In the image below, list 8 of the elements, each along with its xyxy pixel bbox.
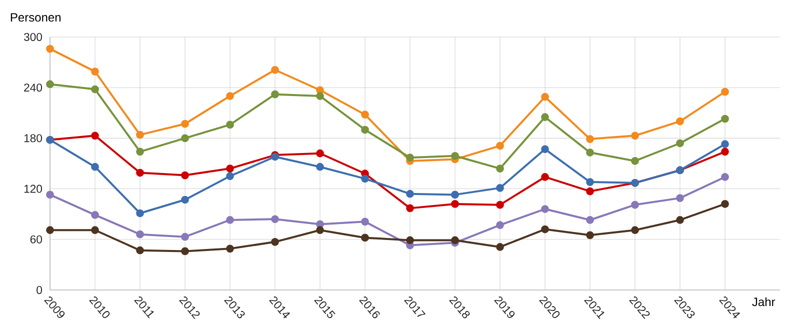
y-tick-label: 180 xyxy=(24,134,42,142)
y-tick-label: 60 xyxy=(30,235,42,244)
y-tick-label: 120 xyxy=(24,184,42,193)
y-tick-label: 300 xyxy=(24,32,42,41)
y-axis-title: Personen xyxy=(10,13,61,22)
x-axis-title: Jahr xyxy=(752,297,776,306)
y-tick-label: 0 xyxy=(36,286,42,294)
y-tick-label: 240 xyxy=(24,84,42,92)
